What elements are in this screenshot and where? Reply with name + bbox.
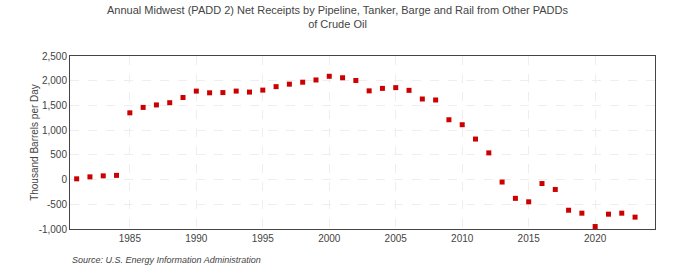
svg-text:2015: 2015 xyxy=(518,233,541,244)
svg-text:1985: 1985 xyxy=(119,233,142,244)
svg-text:2000: 2000 xyxy=(318,233,341,244)
svg-text:Source: U.S. Energy Informatio: Source: U.S. Energy Information Administ… xyxy=(72,255,261,265)
svg-text:Annual Midwest (PADD 2) Net Re: Annual Midwest (PADD 2) Net Receipts by … xyxy=(107,4,568,30)
svg-text:-500: -500 xyxy=(47,199,67,210)
svg-text:0: 0 xyxy=(61,174,67,185)
svg-text:Thousand Barrels per Day: Thousand Barrels per Day xyxy=(29,84,40,201)
svg-text:2005: 2005 xyxy=(385,233,408,244)
svg-text:2020: 2020 xyxy=(584,233,607,244)
svg-text:500: 500 xyxy=(50,149,67,160)
svg-text:2010: 2010 xyxy=(451,233,474,244)
svg-text:1995: 1995 xyxy=(252,233,275,244)
svg-text:2,500: 2,500 xyxy=(42,51,67,62)
svg-text:1990: 1990 xyxy=(185,233,208,244)
svg-text:1,000: 1,000 xyxy=(42,125,67,136)
svg-text:2,000: 2,000 xyxy=(42,75,67,86)
svg-text:-1,000: -1,000 xyxy=(39,224,68,235)
svg-text:1,500: 1,500 xyxy=(42,100,67,111)
